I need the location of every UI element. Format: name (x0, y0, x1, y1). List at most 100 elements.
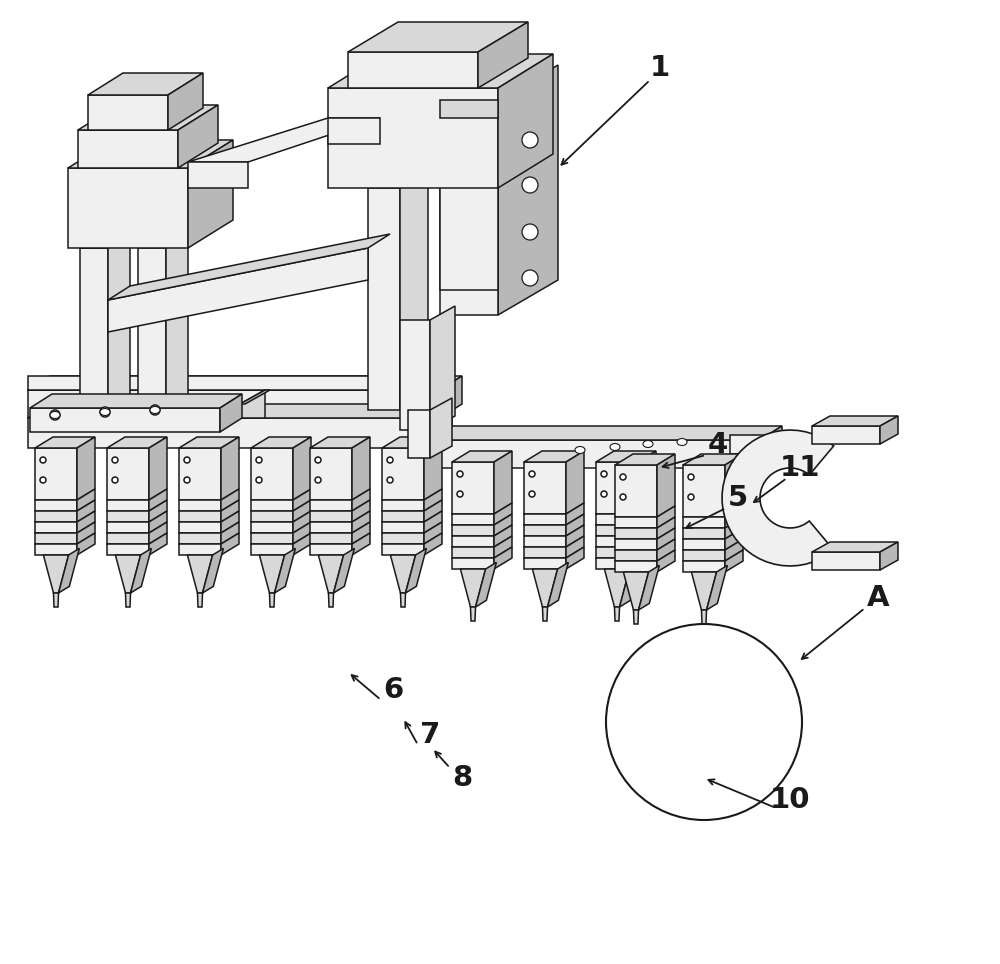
Circle shape (601, 471, 607, 477)
Polygon shape (240, 390, 270, 404)
Ellipse shape (100, 409, 110, 415)
Circle shape (50, 410, 60, 420)
Polygon shape (494, 547, 512, 569)
Polygon shape (452, 514, 494, 525)
Polygon shape (188, 140, 233, 248)
Polygon shape (638, 514, 656, 536)
Circle shape (150, 405, 160, 415)
Polygon shape (494, 536, 512, 558)
Polygon shape (424, 533, 442, 555)
Polygon shape (615, 550, 657, 561)
Polygon shape (615, 454, 675, 465)
Polygon shape (424, 511, 442, 533)
Polygon shape (548, 562, 568, 607)
Polygon shape (604, 569, 630, 607)
Polygon shape (725, 539, 743, 561)
Polygon shape (596, 547, 638, 558)
Circle shape (457, 471, 463, 477)
Polygon shape (108, 248, 368, 332)
Polygon shape (424, 489, 442, 511)
Polygon shape (620, 562, 640, 607)
Polygon shape (368, 188, 400, 410)
Polygon shape (460, 569, 486, 607)
Polygon shape (476, 562, 496, 607)
Polygon shape (275, 549, 295, 593)
Polygon shape (478, 22, 528, 88)
Polygon shape (440, 100, 498, 315)
Circle shape (387, 457, 393, 463)
Polygon shape (221, 437, 239, 500)
Polygon shape (88, 95, 168, 130)
Polygon shape (310, 533, 352, 544)
Polygon shape (880, 416, 898, 444)
Polygon shape (328, 54, 553, 88)
Text: A: A (867, 584, 889, 612)
Polygon shape (683, 465, 725, 517)
Polygon shape (251, 544, 293, 555)
Polygon shape (352, 511, 370, 533)
Polygon shape (524, 536, 566, 547)
Polygon shape (524, 525, 566, 536)
Polygon shape (293, 500, 311, 522)
Polygon shape (80, 236, 130, 248)
Polygon shape (400, 170, 428, 410)
Polygon shape (615, 465, 657, 517)
Polygon shape (149, 522, 167, 544)
Polygon shape (408, 410, 430, 458)
Polygon shape (352, 489, 370, 511)
Polygon shape (701, 610, 707, 624)
Polygon shape (440, 100, 498, 118)
Polygon shape (683, 454, 743, 465)
Polygon shape (615, 517, 657, 528)
Polygon shape (107, 544, 149, 555)
Polygon shape (251, 500, 293, 511)
Polygon shape (178, 105, 218, 168)
Polygon shape (494, 503, 512, 525)
Polygon shape (683, 550, 725, 561)
Polygon shape (179, 437, 239, 448)
Circle shape (112, 477, 118, 483)
Polygon shape (107, 522, 149, 533)
Polygon shape (657, 517, 675, 539)
Polygon shape (35, 500, 77, 511)
Polygon shape (310, 448, 352, 500)
Polygon shape (430, 306, 455, 430)
Polygon shape (524, 451, 584, 462)
Polygon shape (80, 248, 108, 410)
Circle shape (40, 477, 46, 483)
Polygon shape (382, 437, 442, 448)
Circle shape (40, 457, 46, 463)
Polygon shape (35, 448, 77, 500)
Polygon shape (187, 555, 213, 593)
Polygon shape (452, 547, 494, 558)
Polygon shape (310, 511, 352, 522)
Polygon shape (179, 522, 221, 533)
Ellipse shape (643, 441, 653, 447)
Polygon shape (430, 440, 760, 468)
Polygon shape (382, 544, 424, 555)
Polygon shape (131, 549, 151, 593)
Polygon shape (566, 536, 584, 558)
Polygon shape (494, 525, 512, 547)
Polygon shape (179, 533, 221, 544)
Ellipse shape (575, 446, 585, 453)
Polygon shape (596, 558, 638, 569)
Circle shape (184, 477, 190, 483)
Polygon shape (430, 398, 452, 458)
Polygon shape (657, 454, 675, 517)
Polygon shape (88, 73, 203, 95)
Polygon shape (424, 522, 442, 544)
Polygon shape (880, 542, 898, 570)
Polygon shape (77, 511, 95, 533)
Polygon shape (707, 566, 727, 610)
Polygon shape (149, 500, 167, 522)
Polygon shape (615, 561, 657, 572)
Circle shape (184, 457, 190, 463)
Polygon shape (221, 511, 239, 533)
Polygon shape (722, 430, 834, 566)
Circle shape (529, 471, 535, 477)
Polygon shape (188, 162, 248, 188)
Polygon shape (725, 506, 743, 528)
Polygon shape (203, 549, 223, 593)
Polygon shape (221, 522, 239, 544)
